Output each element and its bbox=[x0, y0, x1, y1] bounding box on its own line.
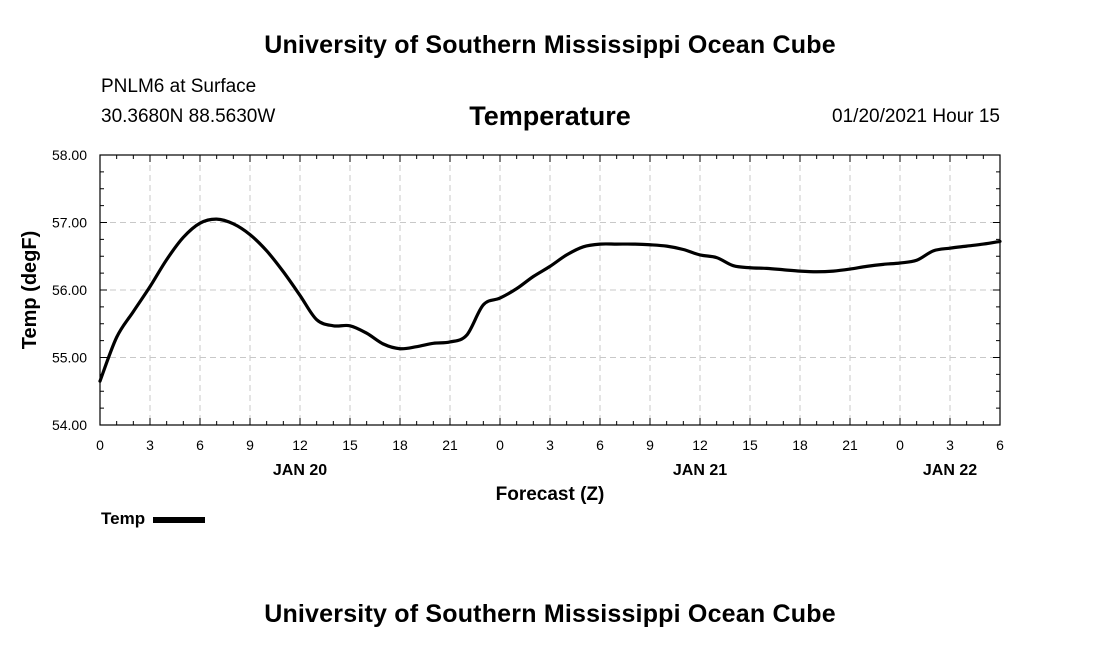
x-tick-label: 9 bbox=[646, 437, 654, 453]
forecast-datetime: 01/20/2021 Hour 15 bbox=[832, 106, 1000, 127]
x-day-label: JAN 21 bbox=[673, 462, 727, 479]
x-tick-label: 6 bbox=[996, 437, 1004, 453]
y-tick-label: 54.00 bbox=[52, 417, 87, 433]
x-tick-label: 3 bbox=[546, 437, 554, 453]
y-tick-label: 55.00 bbox=[52, 350, 87, 366]
x-tick-label: 3 bbox=[946, 437, 954, 453]
x-tick-label: 18 bbox=[392, 437, 408, 453]
y-axis-label: Temp (degF) bbox=[19, 231, 41, 350]
x-tick-label: 3 bbox=[146, 437, 154, 453]
x-tick-label: 0 bbox=[496, 437, 504, 453]
x-tick-label: 6 bbox=[596, 437, 604, 453]
chart-title: Temperature bbox=[469, 101, 631, 131]
x-tick-label: 15 bbox=[742, 437, 758, 453]
x-tick-label: 6 bbox=[196, 437, 204, 453]
x-tick-label: 0 bbox=[96, 437, 104, 453]
y-tick-label: 56.00 bbox=[52, 282, 87, 298]
legend-line-swatch bbox=[153, 517, 206, 523]
coordinates-label: 30.3680N 88.5630W bbox=[101, 106, 276, 127]
legend-label: Temp bbox=[101, 509, 146, 528]
x-tick-label: 0 bbox=[896, 437, 904, 453]
legend: Temp bbox=[101, 509, 206, 529]
x-tick-label: 21 bbox=[442, 437, 458, 453]
station-label: PNLM6 at Surface bbox=[101, 76, 257, 97]
x-day-label: JAN 20 bbox=[273, 462, 327, 479]
series-line-temp bbox=[98, 217, 1002, 383]
x-day-label: JAN 22 bbox=[923, 462, 977, 479]
x-tick-label: 15 bbox=[342, 437, 358, 453]
x-axis-label: Forecast (Z) bbox=[496, 484, 605, 505]
x-tick-label: 12 bbox=[692, 437, 708, 453]
page-title-top: University of Southern Mississippi Ocean… bbox=[264, 31, 836, 59]
y-tick-label: 58.00 bbox=[52, 147, 87, 163]
page-title-bottom: University of Southern Mississippi Ocean… bbox=[264, 600, 836, 628]
x-tick-label: 21 bbox=[842, 437, 858, 453]
x-tick-label: 9 bbox=[246, 437, 254, 453]
x-tick-label: 12 bbox=[292, 437, 308, 453]
x-tick-label: 18 bbox=[792, 437, 808, 453]
y-tick-label: 57.00 bbox=[52, 215, 87, 231]
